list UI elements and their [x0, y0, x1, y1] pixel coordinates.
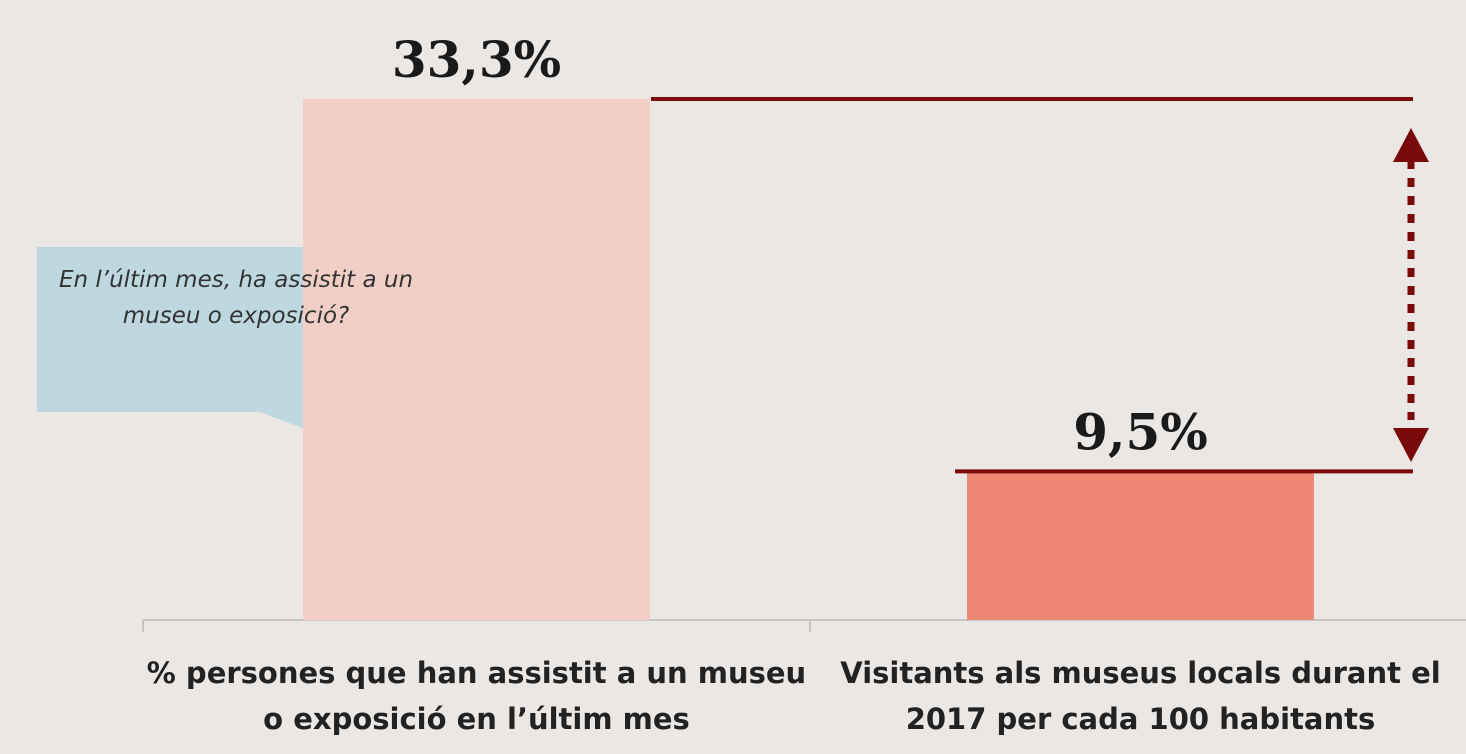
arrow-head [1393, 428, 1429, 462]
arrow-head [1393, 128, 1429, 162]
x-tick-label: Visitants als museus locals durant el 20… [840, 656, 1441, 736]
callout-text: En l’últim mes, ha assistit a un museu o… [58, 267, 414, 329]
x-tick-label: % persones que han assistit a un museu o… [146, 656, 807, 736]
value-label: 9,5% [1073, 402, 1208, 461]
bar [303, 99, 650, 620]
value-label: 33,3% [392, 30, 561, 89]
bar [967, 471, 1314, 620]
